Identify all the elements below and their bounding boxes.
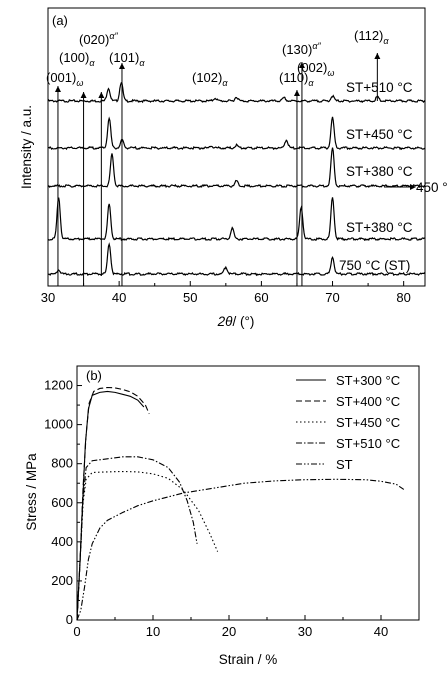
peak-marker-arrow — [374, 53, 381, 59]
y-tick-label: 1200 — [44, 378, 73, 393]
y-tick-label: 400 — [51, 534, 73, 549]
stress-strain-x-axis-title: Strain / % — [219, 652, 278, 667]
peak-marker-arrow — [80, 92, 87, 98]
xrd-pattern-line — [47, 147, 426, 189]
stress-strain-panel-label: (b) — [86, 368, 102, 383]
xrd-peak-markers — [54, 53, 381, 286]
peak-label: (130)α″ — [282, 41, 321, 57]
y-tick-label: 800 — [51, 456, 73, 471]
peak-label: (020)α″ — [79, 31, 118, 47]
xrd-pattern-label: ST+450 °C — [346, 127, 413, 142]
y-tick-label: 0 — [66, 612, 73, 627]
x-tick-label: 70 — [325, 290, 339, 305]
stress-strain-curve — [76, 478, 405, 621]
peak-marker-arrow — [118, 63, 125, 69]
xrd-panel: (a) 30 40 50 60 70 80 (001)ω (100)α (020)α″ (101… — [19, 7, 448, 329]
peak-label: (101)α — [109, 50, 145, 68]
x-tick-label: 0 — [73, 624, 80, 639]
stress-strain-curve — [76, 470, 219, 621]
y-tick-label: 600 — [51, 495, 73, 510]
stress-strain-curve — [76, 386, 150, 621]
x-tick-label: 50 — [183, 290, 197, 305]
y-tick-label: 200 — [51, 573, 73, 588]
peak-label: (110)α — [279, 70, 314, 88]
xrd-y-axis-title: Intensity / a.u. — [19, 105, 34, 189]
legend-label: ST — [336, 457, 353, 472]
x-tick-label: 30 — [298, 624, 312, 639]
xrd-pattern-label: ST+380 °C — [346, 220, 413, 235]
x-tick-label: 20 — [222, 624, 236, 639]
x-tick-label: 10 — [146, 624, 160, 639]
stress-strain-y-axis-title: Stress / MPa — [24, 453, 39, 531]
xrd-pattern-label: 450 °C — [416, 180, 448, 195]
x-tick-label: 40 — [374, 624, 388, 639]
xrd-pattern-line — [47, 197, 426, 242]
x-tick-label: 80 — [396, 290, 410, 305]
x-tick-label: 30 — [41, 290, 55, 305]
stress-strain-curves — [76, 386, 405, 621]
xrd-patterns — [47, 82, 426, 277]
peak-label: (002)ω — [297, 60, 334, 78]
stress-strain-curve — [76, 456, 198, 621]
x-tick-label: 60 — [254, 290, 268, 305]
xrd-pattern-label: ST+510 °C — [346, 80, 413, 95]
xrd-arrow-head — [410, 184, 416, 190]
legend-label: ST+450 °C — [336, 415, 400, 430]
legend-label: ST+510 °C — [336, 436, 400, 451]
peak-marker-arrow — [293, 90, 300, 96]
peak-label: (102)α — [192, 70, 228, 88]
peak-label: (112)α — [354, 28, 389, 46]
xrd-x-axis-title: 2θ/ (°) — [217, 314, 255, 329]
peak-marker-arrow — [98, 92, 105, 98]
peak-label: (100)α — [59, 50, 95, 68]
xrd-pattern-label: ST+380 °C — [346, 164, 413, 179]
peak-label: (001)ω — [46, 70, 83, 88]
peak-marker-arrow — [54, 86, 61, 92]
y-tick-label: 1000 — [44, 417, 73, 432]
stress-strain-legend: ST+300 °C ST+400 °C ST+450 °C ST+510 °C ST — [296, 373, 400, 472]
xrd-pattern-label: 750 °C (ST) — [339, 258, 410, 273]
legend-label: ST+400 °C — [336, 394, 400, 409]
stress-strain-plot-frame — [76, 365, 420, 621]
xrd-pattern-line — [47, 242, 426, 277]
xrd-panel-label: (a) — [52, 13, 68, 28]
legend-label: ST+300 °C — [336, 373, 400, 388]
xrd-peak-labels: (001)ω (100)α (020)α″ (101)α (102)α (110)α (13… — [46, 28, 389, 88]
x-tick-label: 40 — [112, 290, 126, 305]
xrd-pattern-line — [47, 116, 426, 151]
xrd-pattern-line — [47, 82, 426, 104]
xrd-x-ticks: 30 40 50 60 70 80 — [41, 281, 411, 305]
peak-marker-arrow — [298, 62, 305, 68]
xrd-plot-frame — [47, 7, 426, 287]
